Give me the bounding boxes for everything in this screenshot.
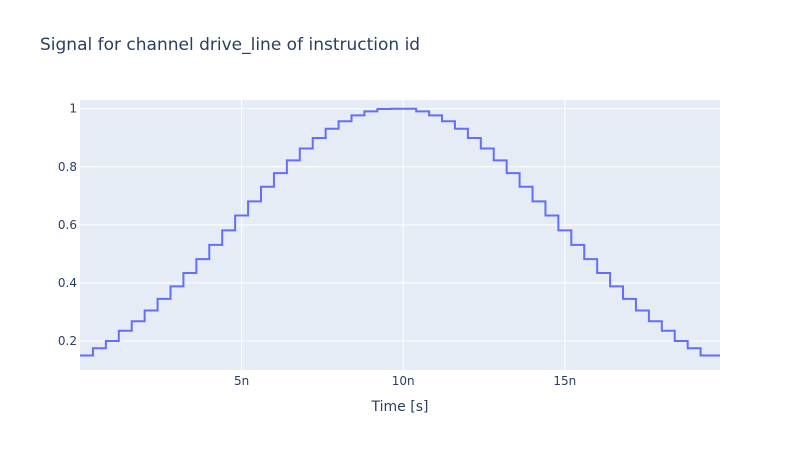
- y-tick-label: 0.8: [58, 160, 77, 174]
- y-tick-label: 0.2: [58, 334, 77, 348]
- y-tick-label: 0.6: [58, 218, 77, 232]
- y-axis: 0.2 0.4 0.6 0.8 1: [58, 102, 77, 348]
- y-tick-label: 1: [69, 102, 77, 116]
- series-line: [80, 107, 720, 357]
- x-tick-label: 5n: [234, 374, 249, 388]
- x-tick-label: 10n: [392, 374, 415, 388]
- x-axis: 5n 10n 15n: [234, 374, 576, 388]
- chart-title: Signal for channel drive_line of instruc…: [40, 35, 420, 55]
- x-tick-label: 15n: [553, 374, 576, 388]
- x-axis-title: Time [s]: [371, 399, 429, 415]
- y-tick-label: 0.4: [58, 276, 77, 290]
- plot-area: [80, 100, 720, 370]
- series-layer: [80, 107, 720, 357]
